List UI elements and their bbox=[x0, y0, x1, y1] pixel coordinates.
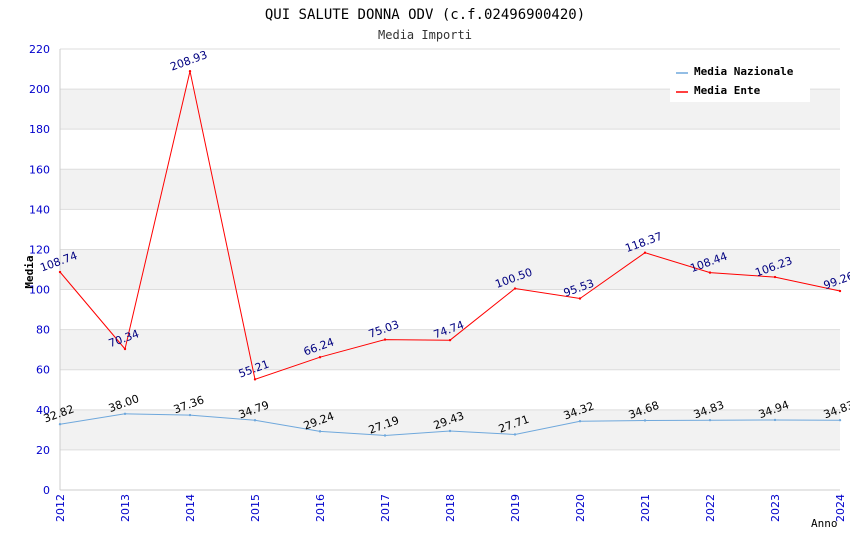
data-point-media-ente-2021 bbox=[643, 251, 647, 254]
x-tick-label-2024: 2024 bbox=[834, 494, 847, 522]
axes bbox=[59, 49, 840, 491]
legend-label-media-nazionale: Media Nazionale bbox=[694, 65, 794, 78]
y-tick-label-100: 100 bbox=[29, 284, 50, 297]
data-point-media-nazionale-2019 bbox=[513, 433, 517, 436]
y-tick-label-220: 220 bbox=[29, 43, 50, 56]
data-point-media-nazionale-2014 bbox=[188, 413, 192, 417]
data-point-media-nazionale-2015 bbox=[253, 419, 257, 422]
data-point-media-nazionale-2024 bbox=[838, 418, 842, 422]
x-tick-label-2017: 2017 bbox=[379, 494, 392, 522]
data-point-media-nazionale-2017 bbox=[383, 434, 387, 437]
data-point-media-ente-2014 bbox=[188, 69, 192, 73]
x-tick-label-2016: 2016 bbox=[314, 494, 327, 522]
y-tick-labels: 0 20 40 60 80 100 120 140 160 180 200 220 bbox=[29, 43, 50, 497]
data-point-media-nazionale-2022 bbox=[708, 418, 712, 422]
band-60 bbox=[60, 329, 840, 370]
chart-subtitle: Media Importi bbox=[378, 28, 472, 42]
band-100 bbox=[60, 249, 840, 290]
x-axis-label: Anno bbox=[811, 517, 838, 530]
data-point-media-nazionale-2016 bbox=[318, 430, 322, 433]
data-point-media-ente-2016 bbox=[318, 356, 322, 359]
series-lines bbox=[58, 69, 842, 437]
y-tick-label-0: 0 bbox=[43, 484, 50, 497]
y-tick-label-40: 40 bbox=[36, 404, 50, 417]
y-tick-label-60: 60 bbox=[36, 364, 50, 377]
data-point-media-ente-2023 bbox=[773, 275, 777, 279]
x-tick-label-2020: 2020 bbox=[574, 494, 587, 522]
data-point-media-ente-2012 bbox=[58, 270, 62, 274]
y-tick-label-80: 80 bbox=[36, 324, 50, 337]
background-bands bbox=[60, 89, 840, 450]
x-tick-label-2013: 2013 bbox=[119, 494, 132, 522]
data-point-media-ente-2015 bbox=[253, 378, 257, 381]
legend-box bbox=[670, 60, 810, 102]
y-tick-label-140: 140 bbox=[29, 203, 50, 216]
data-point-media-ente-2018 bbox=[448, 338, 452, 342]
x-tick-label-2022: 2022 bbox=[704, 494, 717, 522]
chart-title: QUI SALUTE DONNA ODV (c.f.02496900420) bbox=[265, 7, 585, 23]
x-tick-labels: 2012 2013 2014 2015 2016 2017 2018 2019 2020 2021… bbox=[54, 494, 847, 522]
data-point-media-nazionale-2021 bbox=[643, 419, 647, 422]
data-label-media-ente-2014: 208.93 bbox=[168, 48, 209, 73]
x-tick-label-2014: 2014 bbox=[184, 494, 197, 522]
x-tick-label-2019: 2019 bbox=[509, 494, 522, 522]
data-point-media-ente-2024 bbox=[838, 289, 842, 293]
legend: Media Nazionale Media Ente bbox=[670, 60, 810, 102]
x-tick-label-2023: 2023 bbox=[769, 494, 782, 522]
data-point-media-ente-2017 bbox=[383, 338, 387, 341]
data-point-media-nazionale-2018 bbox=[448, 429, 452, 433]
x-tick-label-2018: 2018 bbox=[444, 494, 457, 522]
data-point-media-ente-2019 bbox=[513, 287, 517, 290]
x-tick-label-2021: 2021 bbox=[639, 494, 652, 522]
x-tick-label-2012: 2012 bbox=[54, 494, 67, 522]
y-tick-label-120: 120 bbox=[29, 243, 50, 256]
legend-label-media-ente: Media Ente bbox=[694, 84, 761, 97]
data-point-media-nazionale-2020 bbox=[578, 420, 582, 423]
y-tick-label-20: 20 bbox=[36, 444, 50, 457]
x-tick-label-2015: 2015 bbox=[249, 494, 262, 522]
band-140 bbox=[60, 169, 840, 210]
y-axis-label: Media bbox=[23, 255, 36, 288]
data-point-media-nazionale-2013 bbox=[123, 412, 127, 416]
data-point-media-ente-2013 bbox=[123, 347, 127, 351]
y-tick-label-180: 180 bbox=[29, 123, 50, 136]
y-tick-label-160: 160 bbox=[29, 163, 50, 176]
data-point-media-ente-2022 bbox=[708, 271, 712, 274]
data-point-media-nazionale-2012 bbox=[58, 423, 62, 426]
data-point-media-nazionale-2023 bbox=[773, 418, 777, 422]
y-tick-label-200: 200 bbox=[29, 83, 50, 96]
data-point-media-ente-2020 bbox=[578, 297, 582, 300]
